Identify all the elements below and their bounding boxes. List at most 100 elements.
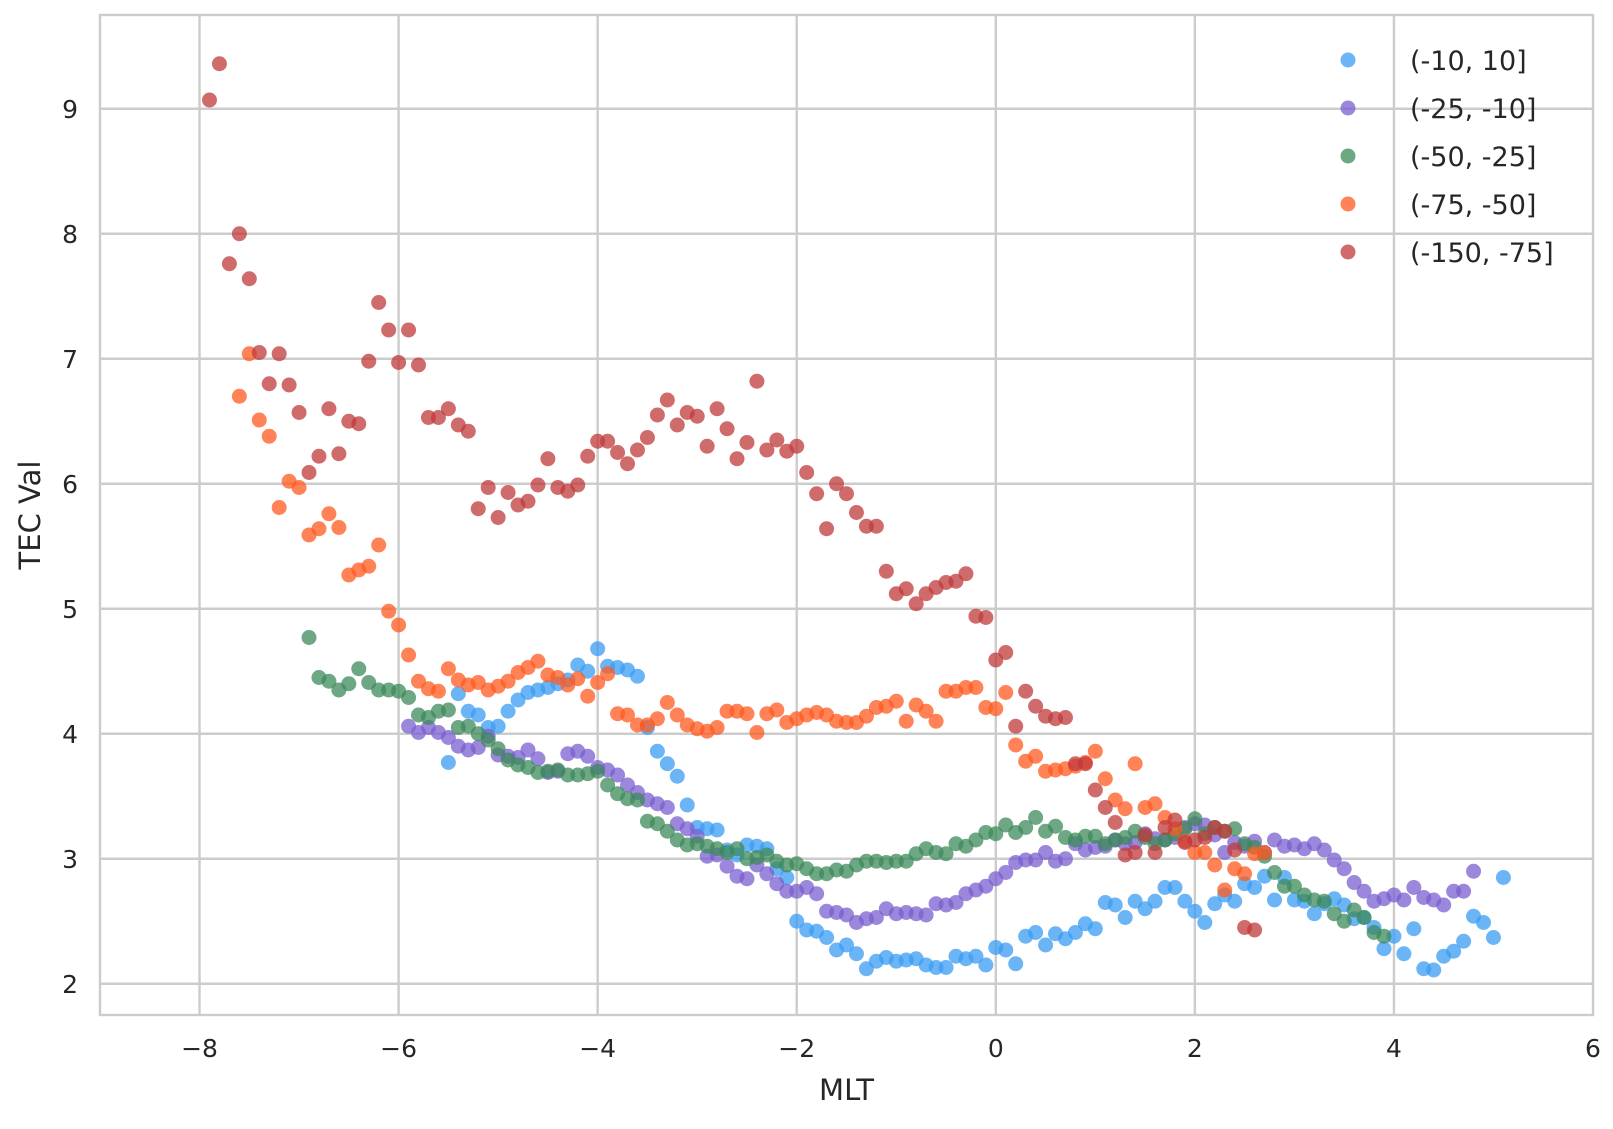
data-point <box>281 377 297 393</box>
data-point <box>1406 880 1422 895</box>
data-point <box>739 706 755 722</box>
data-point <box>1067 925 1083 940</box>
data-point <box>908 596 924 612</box>
data-point <box>1356 910 1372 925</box>
data-point <box>580 448 596 464</box>
data-point <box>231 226 247 242</box>
data-point <box>1038 937 1054 953</box>
data-point <box>1356 883 1372 899</box>
data-point <box>450 686 466 702</box>
data-point <box>610 445 626 460</box>
data-point <box>1217 882 1233 898</box>
data-point <box>1266 865 1282 880</box>
legend-marker <box>1340 196 1356 212</box>
legend-label: (-75, -50] <box>1410 190 1536 221</box>
data-point <box>570 477 586 493</box>
data-point <box>659 823 675 839</box>
data-point <box>1346 875 1362 890</box>
data-point <box>1396 946 1412 962</box>
data-point <box>629 668 645 684</box>
data-point <box>271 346 287 362</box>
data-point <box>1227 893 1243 909</box>
data-point <box>430 683 446 699</box>
data-point <box>351 661 367 677</box>
data-point <box>251 345 267 360</box>
data-point <box>1018 820 1034 835</box>
data-point <box>1028 925 1044 940</box>
data-point <box>1117 801 1133 817</box>
data-point <box>819 930 835 945</box>
data-point <box>361 558 377 574</box>
x-tick-labels: −8 −6 −4 −2 0 2 4 6 <box>181 1034 1601 1063</box>
data-point <box>480 732 496 748</box>
data-point <box>231 388 247 404</box>
data-point <box>530 477 546 493</box>
data-point <box>1018 683 1034 699</box>
data-point <box>998 645 1014 660</box>
data-point <box>1117 910 1133 925</box>
data-point <box>1336 913 1352 929</box>
data-point <box>440 702 456 718</box>
series-0 <box>440 641 1511 978</box>
data-point <box>789 438 805 454</box>
data-point <box>809 486 825 502</box>
data-point <box>301 630 317 645</box>
data-point <box>401 322 417 338</box>
legend-label: (-10, 10] <box>1410 46 1527 77</box>
data-point <box>938 846 954 862</box>
data-point <box>1286 878 1302 894</box>
data-point <box>490 718 506 734</box>
data-point <box>629 442 645 458</box>
data-point <box>500 703 516 719</box>
data-point <box>211 56 227 72</box>
data-point <box>311 448 327 464</box>
data-point <box>401 690 417 705</box>
data-point <box>888 693 904 709</box>
data-point <box>440 661 456 677</box>
data-point <box>610 767 626 783</box>
data-point <box>699 438 715 454</box>
data-point <box>500 673 516 689</box>
data-point <box>261 428 277 444</box>
data-point <box>928 713 944 729</box>
data-point <box>1316 842 1332 858</box>
data-point <box>659 392 675 408</box>
data-point <box>719 858 735 874</box>
data-point <box>958 566 974 582</box>
data-point <box>620 456 636 472</box>
data-point <box>1446 943 1462 959</box>
data-point <box>201 92 217 108</box>
data-point <box>490 741 506 757</box>
data-point <box>858 708 874 724</box>
data-points <box>201 56 1511 978</box>
data-point <box>590 641 606 657</box>
data-point <box>1057 851 1073 867</box>
y-axis-label: TEC Val <box>13 461 47 571</box>
data-point <box>1426 962 1442 978</box>
data-point <box>769 702 785 718</box>
data-point <box>1057 710 1073 725</box>
data-point <box>530 751 546 767</box>
data-point <box>620 707 636 723</box>
data-point <box>351 416 367 432</box>
data-point <box>1376 928 1392 944</box>
data-point <box>998 685 1014 700</box>
data-point <box>1247 922 1263 938</box>
data-point <box>848 505 864 520</box>
data-point <box>1008 718 1024 734</box>
data-point <box>530 653 546 669</box>
data-point <box>321 401 337 417</box>
data-point <box>580 748 596 764</box>
data-point <box>1167 812 1183 828</box>
data-point <box>221 256 237 272</box>
data-point <box>520 493 536 509</box>
data-point <box>1107 897 1123 913</box>
data-point <box>381 603 397 619</box>
data-point <box>1107 815 1123 830</box>
data-point <box>1257 845 1273 860</box>
data-point <box>331 520 347 535</box>
data-point <box>868 518 884 534</box>
data-point <box>261 376 277 392</box>
data-point <box>848 946 864 962</box>
